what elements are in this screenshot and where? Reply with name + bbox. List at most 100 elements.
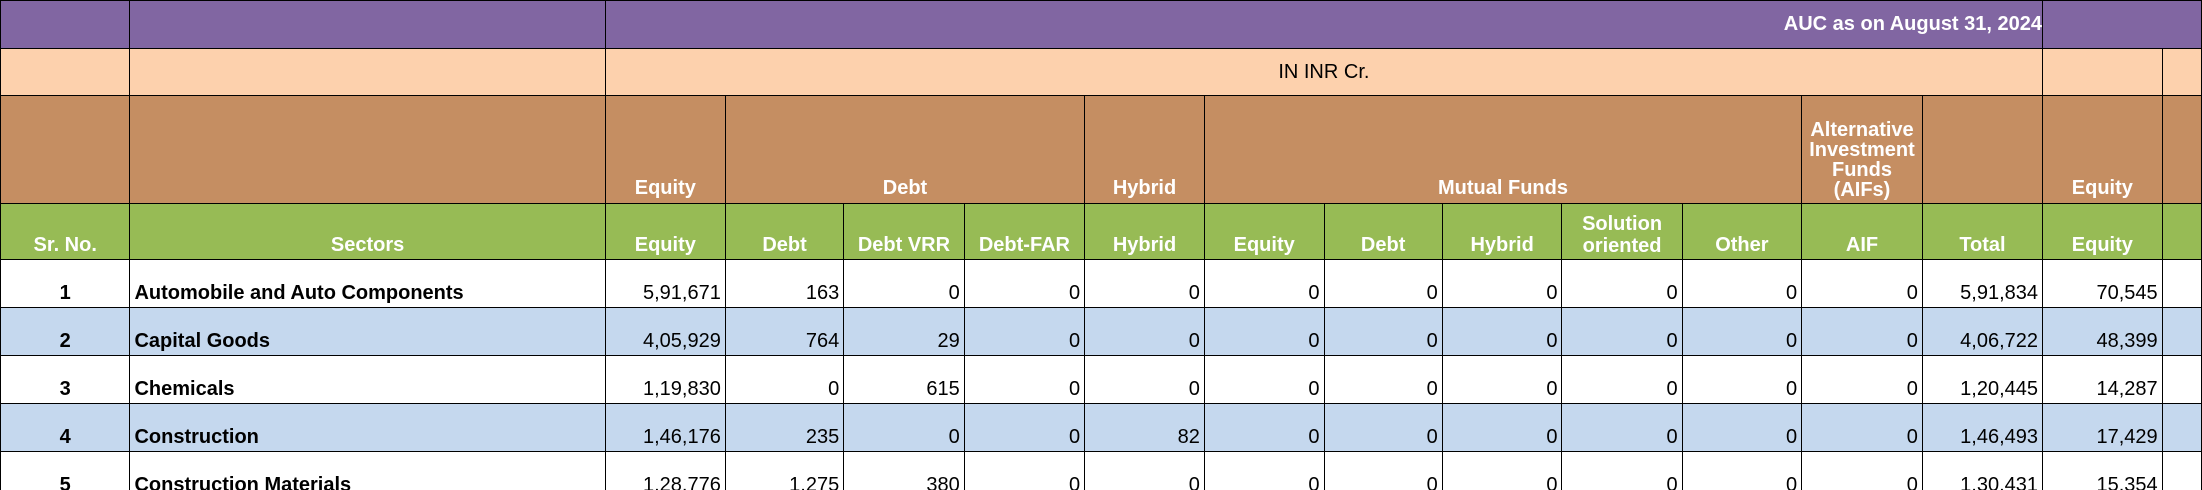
cell-hybrid[interactable]: 0 <box>1084 355 1205 404</box>
cell-sr[interactable]: 3 <box>0 355 131 404</box>
cell-debt[interactable]: 235 <box>724 403 845 452</box>
cell-debt-vrr[interactable]: 29 <box>843 307 965 356</box>
cell-sector[interactable]: Automobile and Auto Components <box>129 259 606 308</box>
col-header-mf-hybrid[interactable]: Hybrid <box>1441 203 1563 260</box>
unit-cell-sr[interactable] <box>0 48 131 96</box>
group-header-aif[interactable]: Alternative Investment Funds (AIFs) <box>1801 95 1923 204</box>
auc-date-label[interactable]: AUC as on August 31, 2024 <box>604 0 2044 49</box>
cell-debt[interactable]: 0 <box>724 355 845 404</box>
cell-total[interactable]: 4,06,722 <box>1921 307 2044 356</box>
cell-equity-right[interactable]: 70,545 <box>2042 259 2163 308</box>
col-header-edge[interactable] <box>2161 203 2202 260</box>
cell-debt-vrr[interactable]: 0 <box>843 403 965 452</box>
cell-edge[interactable] <box>2161 259 2202 308</box>
col-header-aif[interactable]: AIF <box>1801 203 1923 260</box>
group-header-hybrid[interactable]: Hybrid <box>1084 95 1205 204</box>
cell-mf-solution[interactable]: 0 <box>1561 307 1683 356</box>
cell-mf-solution[interactable]: 0 <box>1561 259 1683 308</box>
cell-mf-equity[interactable]: 0 <box>1203 355 1325 404</box>
cell-mf-hybrid[interactable]: 0 <box>1441 307 1563 356</box>
cell-equity[interactable]: 4,05,929 <box>604 307 726 356</box>
group-header-equity[interactable]: Equity <box>604 95 726 204</box>
col-header-debt-far[interactable]: Debt-FAR <box>963 203 1086 260</box>
title-cell-right[interactable] <box>2042 0 2202 49</box>
cell-debt[interactable]: 1,275 <box>724 451 845 490</box>
col-header-mf-solution[interactable]: Solution oriented <box>1561 203 1683 260</box>
cell-edge[interactable] <box>2161 355 2202 404</box>
cell-edge[interactable] <box>2161 307 2202 356</box>
cell-debt[interactable]: 163 <box>724 259 845 308</box>
col-header-mf-equity[interactable]: Equity <box>1203 203 1325 260</box>
cell-equity[interactable]: 1,46,176 <box>604 403 726 452</box>
title-cell-sr[interactable] <box>0 0 131 49</box>
unit-label[interactable]: IN INR Cr. <box>604 48 2044 96</box>
col-header-debt-vrr[interactable]: Debt VRR <box>843 203 965 260</box>
cell-mf-debt[interactable]: 0 <box>1323 355 1443 404</box>
cell-sr[interactable]: 2 <box>0 307 131 356</box>
cell-sr[interactable]: 1 <box>0 259 131 308</box>
cell-equity[interactable]: 5,91,671 <box>604 259 726 308</box>
cell-mf-other[interactable]: 0 <box>1681 403 1803 452</box>
cell-total[interactable]: 1,46,493 <box>1921 403 2044 452</box>
title-cell-sector[interactable] <box>129 0 606 49</box>
cell-mf-debt[interactable]: 0 <box>1323 451 1443 490</box>
cell-mf-solution[interactable]: 0 <box>1561 403 1683 452</box>
cell-sector[interactable]: Construction <box>129 403 606 452</box>
group-cell-edge[interactable] <box>2161 95 2202 204</box>
cell-equity-right[interactable]: 14,287 <box>2042 355 2163 404</box>
col-header-mf-debt[interactable]: Debt <box>1323 203 1443 260</box>
cell-total[interactable]: 1,20,445 <box>1921 355 2044 404</box>
cell-debt-vrr[interactable]: 380 <box>843 451 965 490</box>
col-header-equity-right[interactable]: Equity <box>2042 203 2163 260</box>
cell-equity-right[interactable]: 48,399 <box>2042 307 2163 356</box>
cell-sr[interactable]: 5 <box>0 451 131 490</box>
group-cell-sr[interactable] <box>0 95 131 204</box>
cell-debt-far[interactable]: 0 <box>963 307 1086 356</box>
cell-aif[interactable]: 0 <box>1801 355 1923 404</box>
cell-mf-equity[interactable]: 0 <box>1203 451 1325 490</box>
cell-sector[interactable]: Chemicals <box>129 355 606 404</box>
col-header-sr-no[interactable]: Sr. No. <box>0 203 131 260</box>
cell-mf-debt[interactable]: 0 <box>1323 307 1443 356</box>
cell-aif[interactable]: 0 <box>1801 451 1923 490</box>
col-header-sectors[interactable]: Sectors <box>129 203 606 260</box>
cell-mf-other[interactable]: 0 <box>1681 451 1803 490</box>
cell-mf-other[interactable]: 0 <box>1681 355 1803 404</box>
cell-debt-far[interactable]: 0 <box>963 259 1086 308</box>
cell-mf-hybrid[interactable]: 0 <box>1441 403 1563 452</box>
col-header-debt[interactable]: Debt <box>724 203 845 260</box>
cell-edge[interactable] <box>2161 403 2202 452</box>
cell-equity-right[interactable]: 15,354 <box>2042 451 2163 490</box>
group-cell-total[interactable] <box>1921 95 2044 204</box>
cell-mf-hybrid[interactable]: 0 <box>1441 355 1563 404</box>
cell-mf-solution[interactable]: 0 <box>1561 355 1683 404</box>
cell-aif[interactable]: 0 <box>1801 307 1923 356</box>
cell-hybrid[interactable]: 82 <box>1084 403 1205 452</box>
cell-mf-debt[interactable]: 0 <box>1323 259 1443 308</box>
cell-debt-vrr[interactable]: 0 <box>843 259 965 308</box>
cell-edge[interactable] <box>2161 451 2202 490</box>
cell-mf-hybrid[interactable]: 0 <box>1441 259 1563 308</box>
cell-hybrid[interactable]: 0 <box>1084 451 1205 490</box>
cell-debt-far[interactable]: 0 <box>963 451 1086 490</box>
cell-mf-equity[interactable]: 0 <box>1203 259 1325 308</box>
cell-aif[interactable]: 0 <box>1801 403 1923 452</box>
unit-cell-right[interactable] <box>2042 48 2163 96</box>
cell-mf-equity[interactable]: 0 <box>1203 403 1325 452</box>
cell-mf-hybrid[interactable]: 0 <box>1441 451 1563 490</box>
col-header-total[interactable]: Total <box>1921 203 2044 260</box>
group-header-mutual-funds[interactable]: Mutual Funds <box>1203 95 1803 204</box>
cell-mf-other[interactable]: 0 <box>1681 259 1803 308</box>
group-header-equity-right[interactable]: Equity <box>2042 95 2163 204</box>
cell-hybrid[interactable]: 0 <box>1084 259 1205 308</box>
cell-equity-right[interactable]: 17,429 <box>2042 403 2163 452</box>
col-header-mf-other[interactable]: Other <box>1681 203 1803 260</box>
cell-aif[interactable]: 0 <box>1801 259 1923 308</box>
cell-sr[interactable]: 4 <box>0 403 131 452</box>
cell-hybrid[interactable]: 0 <box>1084 307 1205 356</box>
col-header-hybrid[interactable]: Hybrid <box>1084 203 1205 260</box>
col-header-equity[interactable]: Equity <box>604 203 726 260</box>
cell-mf-solution[interactable]: 0 <box>1561 451 1683 490</box>
cell-equity[interactable]: 1,19,830 <box>604 355 726 404</box>
group-header-debt[interactable]: Debt <box>724 95 1086 204</box>
